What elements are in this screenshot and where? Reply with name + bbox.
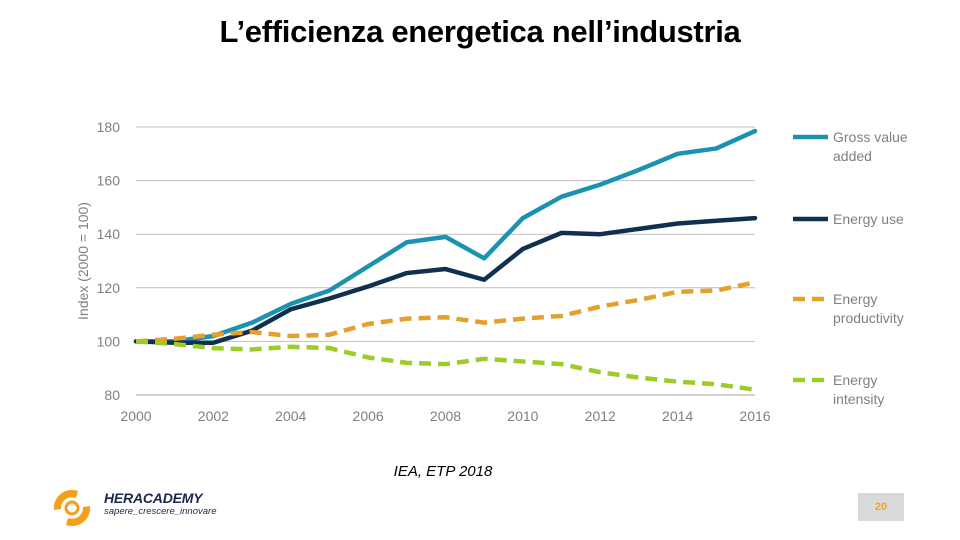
x-tick-label: 2004: [275, 408, 306, 424]
chart-series: [133, 128, 758, 392]
x-tick-label: 2010: [507, 408, 538, 424]
page-number-badge: 20: [858, 493, 904, 521]
series-line-gross-value-added: [133, 128, 758, 344]
y-tick-label: 80: [104, 387, 120, 403]
logo-swirl-icon: [53, 489, 91, 527]
x-tick-label: 2006: [353, 408, 384, 424]
brand-tagline: sapere_crescere_innovare: [104, 506, 217, 517]
legend-label-energy-use: Energy use: [833, 211, 904, 227]
brand-name: HERACADEMY: [104, 490, 203, 506]
x-tick-label: 2016: [739, 408, 770, 424]
x-axis-tick-labels: 2000 2002 2004 2006 2008 2010 2012 2014 2016: [120, 408, 770, 424]
slide-title: L’efficienza energetica nell’industria: [219, 14, 741, 49]
y-tick-label: 120: [97, 280, 121, 296]
series-line-energy-productivity: [135, 280, 756, 344]
y-tick-label: 160: [97, 173, 121, 189]
chart-legend: Gross value added Energy use Energy producti…: [793, 129, 908, 407]
y-tick-label: 140: [97, 226, 121, 242]
y-tick-label: 180: [97, 119, 121, 135]
x-tick-label: 2000: [120, 408, 151, 424]
y-axis-tick-labels: 80 100 120 140 160 180: [97, 119, 121, 403]
chart-gridlines: [136, 126, 755, 396]
legend-label-gross-value-added: Gross value added: [833, 129, 908, 164]
x-tick-label: 2012: [585, 408, 616, 424]
x-tick-label: 2002: [198, 408, 229, 424]
heracademy-logo: [53, 489, 91, 527]
legend-label-energy-productivity: Energy productivity: [833, 291, 904, 326]
legend-label-energy-intensity: Energy intensity: [833, 372, 884, 407]
source-citation: IEA, ETP 2018: [393, 463, 493, 480]
x-tick-label: 2008: [430, 408, 461, 424]
series-line-energy-intensity: [135, 339, 756, 392]
x-tick-label: 2014: [662, 408, 693, 424]
y-axis-label: Index (2000 = 100): [75, 202, 91, 320]
y-tick-label: 100: [97, 333, 121, 349]
